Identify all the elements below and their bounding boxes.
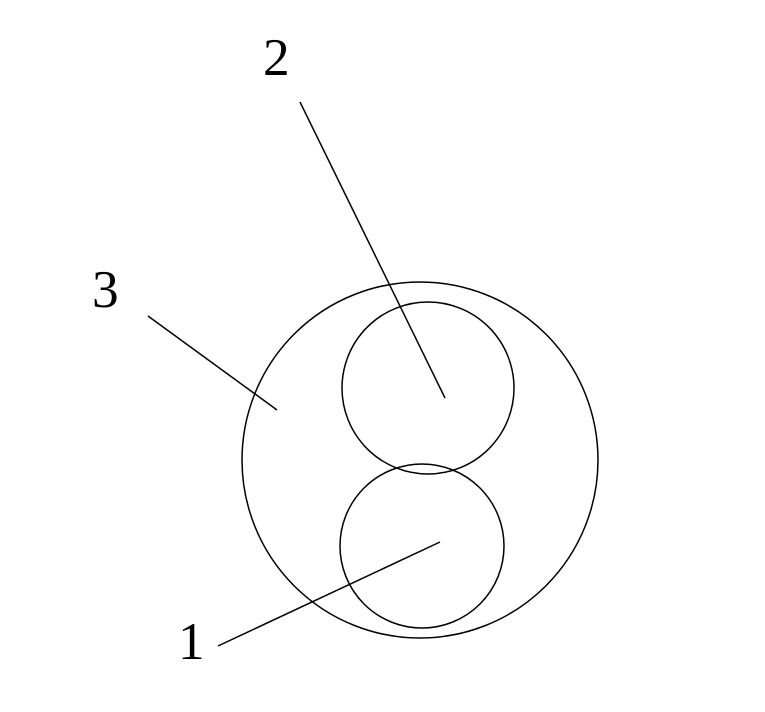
outer-circle (242, 282, 598, 638)
top-circle (342, 302, 514, 474)
leader-to-top-circle (300, 102, 445, 398)
label-3: 3 (92, 258, 119, 320)
label-2: 2 (263, 26, 290, 88)
label-1: 1 (178, 610, 205, 672)
diagram-svg (0, 0, 765, 712)
leader-to-outer-circle (148, 316, 277, 410)
bottom-circle (340, 464, 504, 628)
leader-to-bottom-circle (218, 542, 440, 646)
